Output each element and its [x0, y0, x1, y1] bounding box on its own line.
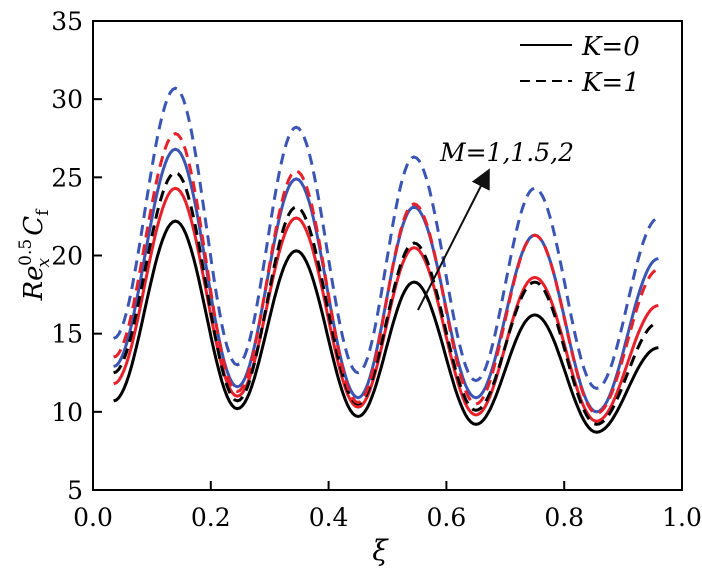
- y-label-base: Re: [19, 265, 49, 301]
- y-tick-label: 10: [51, 398, 83, 427]
- annotation-arrow: [417, 168, 490, 311]
- y-label-c: C: [19, 216, 49, 236]
- x-tick-label: 0.4: [309, 503, 349, 532]
- x-tick-label: 0.6: [427, 503, 467, 532]
- y-label-sup: 0.5: [16, 239, 36, 266]
- plot-lines: [113, 86, 659, 434]
- series-line-k1-m1: [113, 170, 659, 426]
- y-tick-label: 20: [51, 242, 83, 271]
- axis-ticks: 0.0 0.2 0.4 0.6 0.8 1.0 5 10 15 20 25 30 35: [51, 7, 702, 532]
- series-line-k1-m2: [113, 86, 659, 390]
- y-tick-label: 35: [51, 7, 83, 36]
- x-tick-label: 1.0: [662, 503, 702, 532]
- x-tick-label: 0.0: [73, 503, 113, 532]
- y-tick-label: 25: [51, 163, 83, 192]
- legend-label-k1: K=1: [581, 68, 640, 98]
- legend-label-k0: K=0: [581, 32, 640, 62]
- annotation-label: M=1,1.5,2: [439, 138, 574, 167]
- x-tick-label: 0.8: [544, 503, 584, 532]
- y-tick-label: 30: [51, 85, 83, 114]
- y-label-sub: x: [34, 257, 54, 267]
- y-tick-label: 15: [51, 320, 83, 349]
- legend: K=0 K=1: [520, 32, 640, 98]
- x-axis-label: ξ: [372, 534, 389, 567]
- y-axis-label: Rex0.5 Cf: [16, 208, 54, 302]
- series-line-k0-m1: [113, 219, 659, 434]
- y-label-csub: f: [33, 208, 53, 216]
- y-tick-label: 5: [67, 476, 83, 505]
- svg-text:Rex0.5Cf: Rex0.5 Cf: [16, 208, 54, 302]
- x-tick-label: 0.2: [191, 503, 231, 532]
- series-line-k1-m1_5: [113, 131, 659, 415]
